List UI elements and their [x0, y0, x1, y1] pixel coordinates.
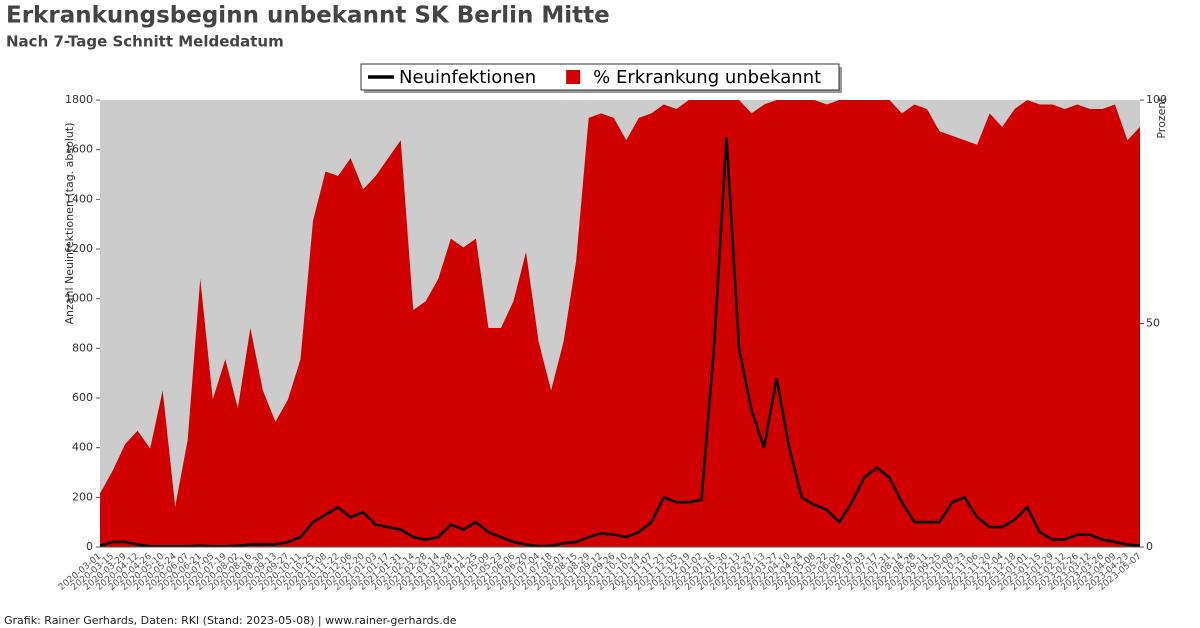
y-tick-label: 0: [86, 540, 93, 553]
y-tick-label: 400: [72, 441, 93, 454]
footer: Grafik: Rainer Gerhards, Daten: RKI (Sta…: [4, 614, 457, 627]
legend-swatch: [566, 70, 581, 84]
y2-axis-label: Prozent: [1155, 97, 1168, 139]
legend-box: [360, 63, 840, 91]
y-tick-label: 600: [72, 391, 93, 404]
area: [100, 100, 1140, 547]
y-axis-label: Anzahl Neuinfektionen (tag. absolut): [63, 123, 76, 325]
y-tick-label: 1400: [65, 192, 93, 205]
line: [99, 137, 1141, 548]
legend-label: Neuinfektionen: [399, 67, 536, 88]
chart-subtitle: Nach 7-Tage Schnitt Meldedatum: [6, 33, 284, 51]
y-tick-label: 1600: [65, 143, 93, 156]
chart-title: Erkrankungsbeginn unbekannt SK Berlin Mi…: [6, 3, 610, 29]
legend-label: % Erkrankung unbekannt: [593, 67, 821, 88]
y-tick-label: 1000: [65, 292, 93, 305]
y2-tick-label: 100: [1146, 93, 1167, 106]
y-tick-label: 200: [72, 490, 93, 503]
y-tick-label: 1200: [65, 242, 93, 255]
y2-tick-label: 0: [1146, 540, 1153, 553]
y2-tick-label: 50: [1146, 317, 1160, 330]
y-tick-label: 1800: [65, 93, 93, 106]
y-tick-label: 800: [72, 341, 93, 354]
